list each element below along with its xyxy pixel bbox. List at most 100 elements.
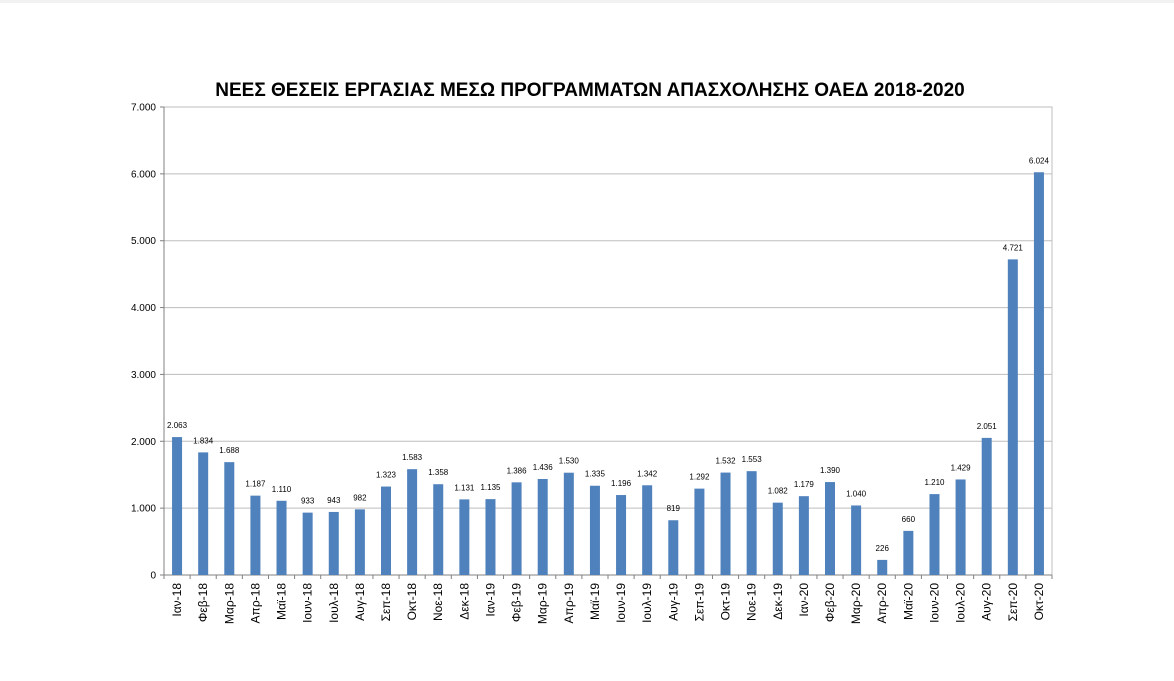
x-tick-label: Απρ-20 xyxy=(875,583,889,624)
x-tick-label: Απρ-19 xyxy=(562,583,576,624)
data-label: 1.390 xyxy=(820,466,841,475)
x-tick-label: Αυγ-18 xyxy=(353,583,367,621)
bar xyxy=(354,509,365,575)
bar xyxy=(250,495,261,575)
bar xyxy=(642,485,653,575)
y-tick-label: 4.000 xyxy=(131,303,156,314)
x-tick-label: Δεκ-18 xyxy=(457,583,471,620)
x-tick-label: Δεκ-19 xyxy=(771,583,785,620)
y-tick-label: 3.000 xyxy=(131,370,156,381)
y-tick-label: 1.000 xyxy=(131,504,156,515)
data-label: 1.187 xyxy=(245,480,266,489)
bar xyxy=(851,505,862,575)
data-label: 819 xyxy=(667,504,681,513)
data-label: 1.688 xyxy=(219,446,240,455)
data-label: 1.292 xyxy=(689,473,710,482)
data-label: 1.335 xyxy=(585,470,606,479)
bar xyxy=(1033,172,1044,576)
bar xyxy=(825,482,835,575)
data-label: 933 xyxy=(301,497,315,506)
chart-title: ΝΕΕΣ ΘΕΣΕΙΣ ΕΡΓΑΣΙΑΣ ΜΕΣΩ ΠΡΟΓΡΑΜΜΑΤΩΝ Α… xyxy=(215,80,965,101)
bar xyxy=(563,472,574,575)
x-tick-label: Μαϊ-18 xyxy=(275,583,289,620)
x-tick-label: Σεπ-20 xyxy=(1006,583,1020,622)
x-tick-label: Μαρ-20 xyxy=(849,583,863,624)
data-label: 1.386 xyxy=(507,466,528,475)
data-label: 982 xyxy=(353,493,367,502)
x-tick-label: Μαρ-19 xyxy=(536,583,550,624)
bar xyxy=(459,499,470,575)
bar xyxy=(511,482,522,575)
x-tick-label: Ιουλ-18 xyxy=(327,583,341,623)
x-tick-label: Αυγ-20 xyxy=(980,583,994,621)
x-tick-label: Ιαν-19 xyxy=(483,583,497,617)
x-tick-label: Ιουν-18 xyxy=(301,583,315,623)
data-label: 1.135 xyxy=(480,483,501,492)
bar xyxy=(407,469,418,575)
x-tick-label: Φεβ-20 xyxy=(823,583,837,622)
y-tick-label: 2.000 xyxy=(131,437,156,448)
bar xyxy=(929,494,940,575)
x-tick-label: Ιαν-20 xyxy=(797,583,811,617)
data-label: 2.051 xyxy=(977,422,998,431)
bar xyxy=(302,512,313,575)
x-tick-label: Σεπ-18 xyxy=(379,583,393,622)
bar xyxy=(903,530,914,575)
data-label: 2.063 xyxy=(167,421,188,430)
data-label: 1.110 xyxy=(272,485,292,494)
bar xyxy=(694,488,705,575)
data-label: 1.082 xyxy=(768,487,789,496)
bar xyxy=(798,496,809,575)
bar xyxy=(772,502,783,575)
x-tick-label: Νοε-18 xyxy=(431,583,445,621)
data-label: 1.131 xyxy=(454,483,475,492)
x-tick-label: Μαρ-18 xyxy=(222,583,236,624)
bar xyxy=(328,511,339,575)
data-label: 1.834 xyxy=(193,436,214,445)
data-label: 6.024 xyxy=(1029,156,1050,165)
data-label: 1.358 xyxy=(428,468,449,477)
data-label: 1.532 xyxy=(716,457,737,466)
bar xyxy=(955,479,966,575)
y-tick-label: 0 xyxy=(150,571,156,582)
data-label: 1.179 xyxy=(794,480,815,489)
bar xyxy=(172,437,183,575)
data-label: 1.342 xyxy=(637,469,658,478)
bar xyxy=(616,495,627,575)
x-tick-label: Μαϊ-20 xyxy=(901,583,915,620)
x-tick-label: Ιουλ-20 xyxy=(954,583,968,623)
x-tick-label: Οκτ-18 xyxy=(405,583,419,621)
data-label: 660 xyxy=(902,515,916,524)
x-tick-label: Ιαν-18 xyxy=(170,583,184,617)
x-tick-label: Σεπ-19 xyxy=(692,583,706,622)
top-bar xyxy=(0,0,1174,3)
y-tick-label: 5.000 xyxy=(131,236,156,247)
data-label: 1.553 xyxy=(742,455,763,464)
bar xyxy=(877,559,888,575)
data-label: 943 xyxy=(327,496,341,505)
data-label: 1.210 xyxy=(924,478,945,487)
x-tick-label: Μαϊ-19 xyxy=(588,583,602,620)
x-tick-label: Ιουν-20 xyxy=(927,583,941,623)
x-tick-label: Οκτ-20 xyxy=(1032,583,1046,621)
data-label: 1.196 xyxy=(611,479,632,488)
data-label: 1.436 xyxy=(533,463,554,472)
x-tick-label: Φεβ-18 xyxy=(196,583,210,622)
bar xyxy=(381,486,391,575)
y-tick-label: 7.000 xyxy=(131,103,156,114)
x-tick-label: Φεβ-19 xyxy=(510,583,524,622)
bar xyxy=(198,452,209,575)
x-tick-label: Οκτ-19 xyxy=(719,583,733,621)
y-tick-label: 6.000 xyxy=(131,169,156,180)
bar xyxy=(720,472,731,575)
data-label: 1.429 xyxy=(951,463,972,472)
data-label: 1.583 xyxy=(402,453,423,462)
bar xyxy=(537,478,548,575)
bar xyxy=(485,499,496,575)
bar xyxy=(224,462,235,575)
x-tick-label: Αυγ-19 xyxy=(666,583,680,621)
bar xyxy=(668,520,679,575)
data-label: 4.721 xyxy=(1003,243,1024,252)
x-tick-label: Νοε-19 xyxy=(745,583,759,621)
